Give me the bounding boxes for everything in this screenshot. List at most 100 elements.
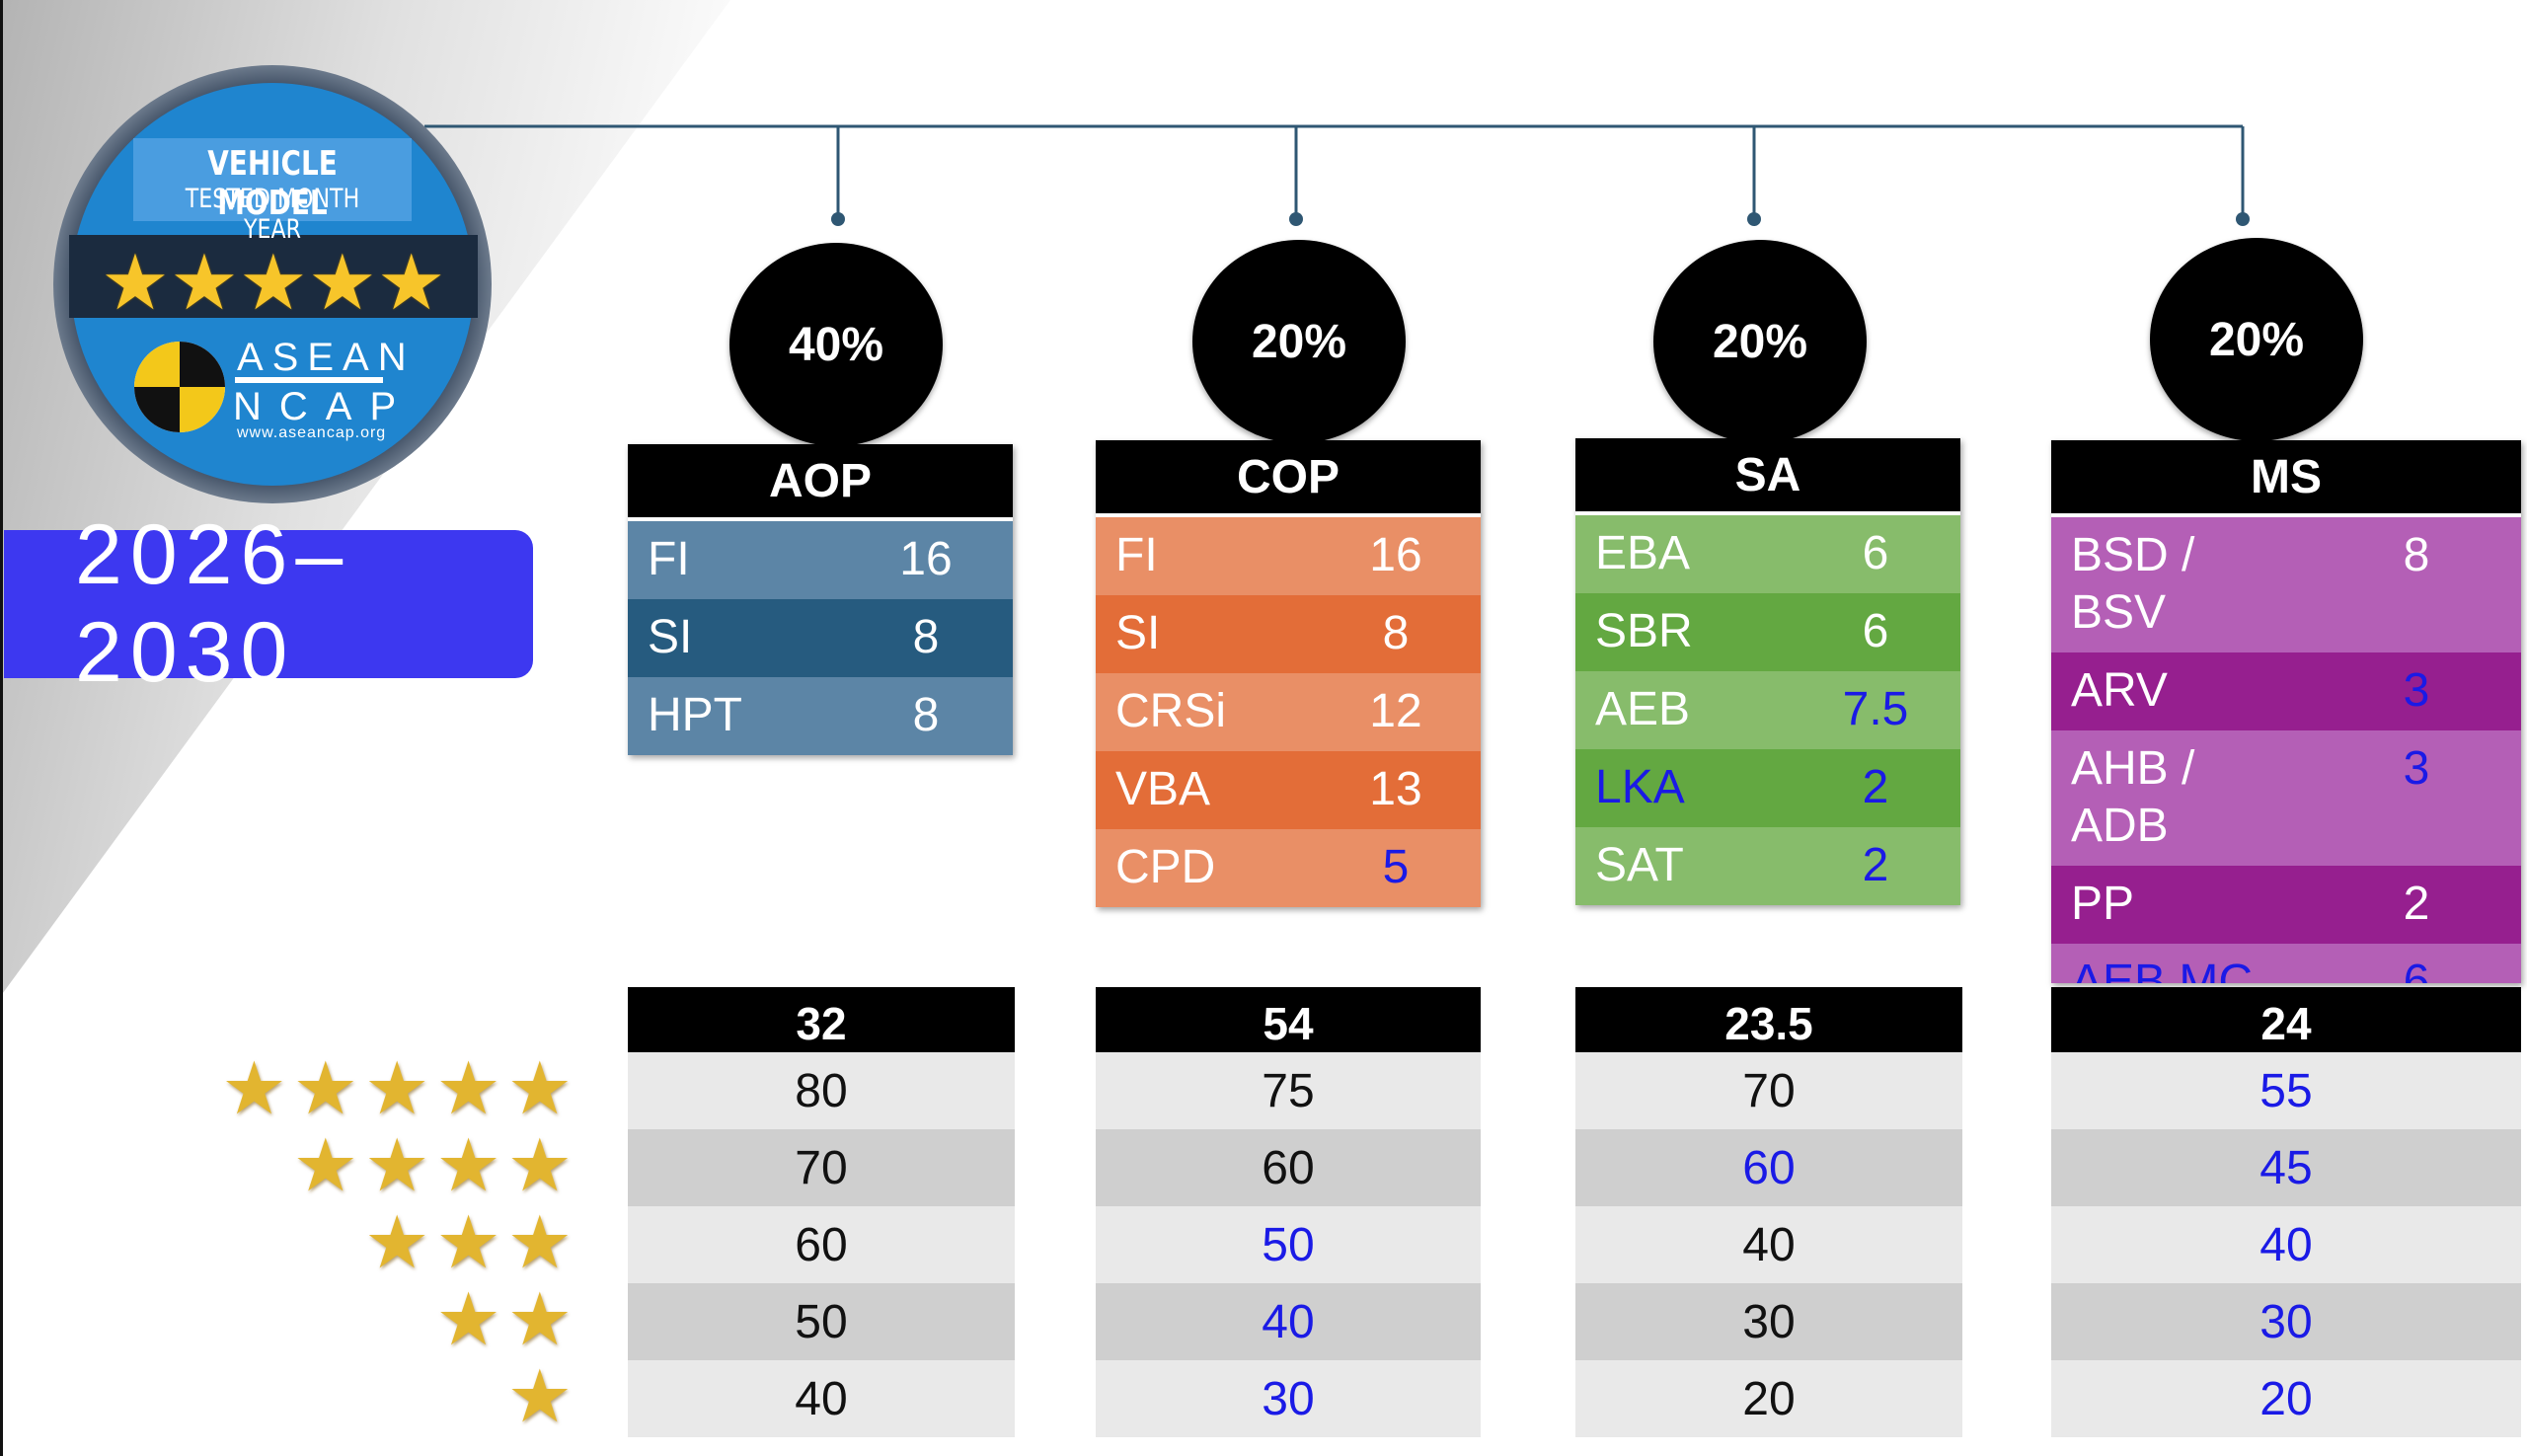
item-points: 2: [2403, 878, 2430, 930]
item-label: LKA: [1595, 761, 1685, 813]
item-points: 2: [1862, 839, 1889, 891]
badge-brand-line2: NCAP: [233, 385, 415, 428]
item-label: VBA: [1115, 763, 1211, 815]
score-threshold: 30: [2051, 1283, 2521, 1360]
category-table-sa: SA EBA 6 SBR 6 AEB 7.5 LKA 2 SAT 2: [1575, 438, 1960, 905]
score-threshold: 30: [1575, 1283, 1962, 1360]
item-points: 8: [2403, 529, 2430, 581]
score-threshold: 40: [2051, 1206, 2521, 1283]
item-points: 6: [1862, 527, 1889, 579]
badge-title: VEHICLE MODEL: [207, 144, 338, 223]
item-label: AEB MC: [2071, 956, 2254, 983]
item-points: 16: [899, 533, 953, 585]
category-row: HPT 8: [628, 677, 1013, 755]
category-table-cop: COP FI 16 SI 8 CRSi 12 VBA 13 CPD 5: [1096, 440, 1481, 907]
category-table-ms: MS BSD / BSV 8 ARV 3 AHB / ADB 3 PP 2 AE…: [2051, 440, 2521, 983]
star-icon: ★: [506, 1355, 573, 1437]
category-row: AEB MC 6: [2051, 944, 2521, 983]
badge-subtitle: TESTED MONTH YEAR: [185, 184, 360, 245]
period-label: 2026–2030: [4, 507, 533, 700]
badge-brand-line1: ASEAN: [237, 336, 416, 379]
badge-website: www.aseancap.org: [237, 424, 387, 441]
category-row: AEB 7.5: [1575, 671, 1960, 749]
score-threshold: 60: [1575, 1129, 1962, 1206]
score-total: 32: [628, 987, 1015, 1052]
item-points: 5: [1382, 841, 1410, 893]
star-rating-3: ★ ★ ★: [364, 1206, 573, 1279]
item-points: 8: [912, 689, 940, 741]
category-row: BSD / BSV 8: [2051, 517, 2521, 652]
item-label: AHB / ADB: [2071, 742, 2195, 852]
score-threshold: 80: [628, 1052, 1015, 1129]
score-total: 24: [2051, 987, 2521, 1052]
score-table-ms: 24 55 45 40 30 20: [2051, 987, 2521, 1437]
item-points: 3: [2403, 664, 2430, 717]
score-total: 54: [1096, 987, 1481, 1052]
item-label: ARV: [2071, 664, 2168, 717]
star-icon: ★: [435, 1201, 501, 1283]
ncap-badge: [53, 65, 492, 503]
star-icon: ★: [506, 1201, 573, 1283]
category-row: AHB / ADB 3: [2051, 730, 2521, 866]
item-points: 8: [1382, 607, 1410, 659]
item-label: BSD / BSV: [2071, 529, 2195, 639]
star-icon: ★: [506, 1124, 573, 1206]
category-row: SAT 2: [1575, 827, 1960, 905]
star-rating-2: ★ ★: [435, 1283, 573, 1356]
left-edge-line: [0, 0, 3, 1456]
star-icon: ★: [221, 1047, 287, 1129]
star-icon: ★: [435, 1124, 501, 1206]
star-icon: ★: [506, 1278, 573, 1360]
item-label: FI: [648, 533, 690, 585]
item-points: 7.5: [1842, 683, 1909, 735]
score-threshold: 70: [1575, 1052, 1962, 1129]
weight-circle-ms: 20%: [2150, 238, 2363, 441]
badge-stars: ★ ★ ★ ★ ★: [101, 239, 446, 326]
star-icon: ★: [363, 1124, 430, 1206]
item-points: 2: [1862, 761, 1889, 813]
category-row: CRSi 12: [1096, 673, 1481, 751]
score-threshold: 40: [1096, 1283, 1481, 1360]
category-header: AOP: [628, 444, 1013, 521]
weight-circle-sa: 20%: [1653, 240, 1867, 443]
weight-circle-aop: 40%: [729, 243, 943, 446]
star-icon: ★: [307, 239, 377, 326]
category-row: FI 16: [628, 521, 1013, 599]
category-header: COP: [1096, 440, 1481, 517]
score-table-sa: 23.5 70 60 40 30 20: [1575, 987, 1962, 1437]
item-label: SI: [1115, 607, 1161, 659]
item-label: SAT: [1595, 839, 1684, 891]
star-icon: ★: [238, 239, 308, 326]
item-label: CPD: [1115, 841, 1216, 893]
category-row: CPD 5: [1096, 829, 1481, 907]
category-header: SA: [1575, 438, 1960, 515]
item-label: PP: [2071, 878, 2135, 930]
item-label: AEB: [1595, 683, 1691, 735]
score-threshold: 20: [2051, 1360, 2521, 1437]
category-row: SI 8: [628, 599, 1013, 677]
category-table-aop: AOP FI 16 SI 8 HPT 8: [628, 444, 1013, 755]
score-threshold: 60: [628, 1206, 1015, 1283]
score-threshold: 60: [1096, 1129, 1481, 1206]
star-rating-4: ★ ★ ★ ★: [293, 1129, 573, 1202]
category-row: VBA 13: [1096, 751, 1481, 829]
category-row: SBR 6: [1575, 593, 1960, 671]
score-threshold: 20: [1575, 1360, 1962, 1437]
category-row: LKA 2: [1575, 749, 1960, 827]
item-label: HPT: [648, 689, 742, 741]
star-rating-1: ★: [507, 1360, 573, 1433]
category-header: MS: [2051, 440, 2521, 517]
item-points: 8: [912, 611, 940, 663]
weight-circle-cop: 20%: [1192, 240, 1406, 443]
score-threshold: 40: [628, 1360, 1015, 1437]
score-threshold: 70: [628, 1129, 1015, 1206]
item-points: 6: [2403, 956, 2430, 983]
score-threshold: 50: [1096, 1206, 1481, 1283]
score-total: 23.5: [1575, 987, 1962, 1052]
score-threshold: 40: [1575, 1206, 1962, 1283]
item-points: 12: [1369, 685, 1422, 737]
category-row: EBA 6: [1575, 515, 1960, 593]
star-icon: ★: [292, 1124, 358, 1206]
score-table-aop: 32 80 70 60 50 40: [628, 987, 1015, 1437]
